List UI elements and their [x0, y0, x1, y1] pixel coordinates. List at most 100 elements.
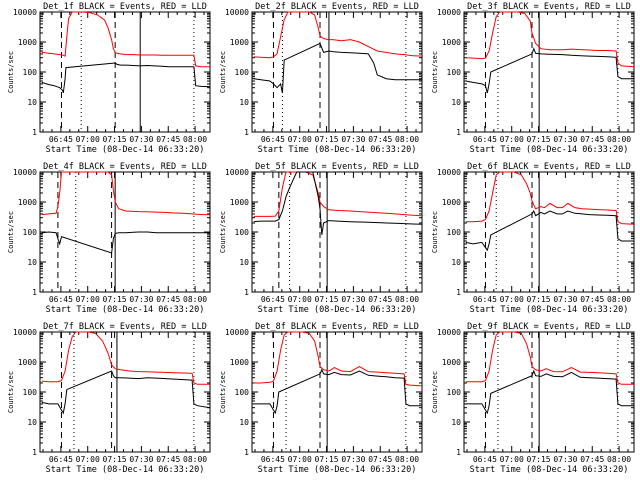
y-tick-label: 10000 — [13, 328, 37, 337]
y-tick-label: 1 — [244, 288, 249, 297]
chart-title: Det_3f BLACK = Events, RED = LLD — [467, 2, 631, 12]
y-tick-label: 10000 — [437, 8, 461, 17]
y-tick-label: 10000 — [225, 328, 249, 337]
y-axis-label: Counts/sec — [431, 371, 439, 413]
y-tick-label: 100 — [23, 228, 38, 237]
plot-frame — [463, 331, 635, 453]
x-tick-label: 07:30 — [129, 455, 153, 464]
x-tick-label: 07:45 — [580, 295, 604, 304]
y-tick-label: 1 — [32, 288, 37, 297]
y-tick-label: 100 — [235, 388, 250, 397]
x-tick-label: 06:45 — [473, 455, 497, 464]
x-axis-label: Start Time (08-Dec-14 06:33:20) — [470, 465, 629, 475]
chart-panel: Det_1f BLACK = Events, RED = LLD 1 10 100 10… — [7, 2, 211, 155]
y-tick-label: 100 — [23, 388, 38, 397]
x-tick-label: 07:15 — [315, 455, 339, 464]
series-line-lld — [465, 331, 634, 385]
series-line-events — [465, 369, 634, 415]
x-axis-label: Start Time (08-Dec-14 06:33:20) — [258, 145, 417, 155]
y-tick-label: 10 — [27, 418, 37, 427]
x-tick-label: 07:30 — [553, 135, 577, 144]
x-tick-label: 08:00 — [607, 135, 631, 144]
y-tick-label: 10 — [451, 258, 461, 267]
x-tick-label: 08:00 — [183, 295, 207, 304]
y-tick-label: 100 — [447, 68, 462, 77]
x-tick-label: 07:00 — [500, 295, 524, 304]
x-tick-label: 08:00 — [395, 135, 419, 144]
x-tick-label: 08:00 — [607, 455, 631, 464]
x-tick-label: 07:30 — [341, 455, 365, 464]
x-axis-label: Start Time (08-Dec-14 06:33:20) — [258, 465, 417, 475]
y-axis-label: Counts/sec — [431, 51, 439, 93]
x-tick-label: 06:45 — [49, 295, 73, 304]
y-tick-label: 10000 — [437, 328, 461, 337]
y-tick-label: 10000 — [225, 8, 249, 17]
x-tick-label: 07:30 — [129, 295, 153, 304]
y-axis-label: Counts/sec — [7, 51, 15, 93]
y-tick-label: 10 — [27, 98, 37, 107]
x-axis-label: Start Time (08-Dec-14 06:33:20) — [46, 305, 205, 315]
y-tick-label: 1000 — [230, 358, 249, 367]
y-tick-label: 1 — [32, 448, 37, 457]
x-tick-label: 07:45 — [156, 295, 180, 304]
chart-title: Det_4f BLACK = Events, RED = LLD — [43, 162, 207, 172]
x-tick-label: 08:00 — [607, 295, 631, 304]
x-tick-label: 07:00 — [288, 135, 312, 144]
y-tick-label: 10000 — [437, 168, 461, 177]
x-tick-label: 06:45 — [261, 455, 285, 464]
y-axis-label: Counts/sec — [431, 211, 439, 253]
y-axis-label: Counts/sec — [7, 211, 15, 253]
y-tick-label: 1000 — [442, 38, 461, 47]
chart-panel: Det_5f BLACK = Events, RED = LLD 1 10 100 10… — [219, 162, 423, 315]
x-tick-label: 07:30 — [129, 135, 153, 144]
y-tick-label: 1000 — [18, 358, 37, 367]
y-tick-label: 10 — [27, 258, 37, 267]
y-tick-label: 10 — [239, 98, 249, 107]
series-line-events — [253, 171, 423, 235]
x-tick-label: 06:45 — [261, 295, 285, 304]
x-tick-label: 07:15 — [315, 135, 339, 144]
y-tick-label: 10 — [451, 418, 461, 427]
y-axis-label: Counts/sec — [7, 371, 15, 413]
series-line-lld — [253, 11, 423, 59]
y-tick-label: 1000 — [230, 198, 249, 207]
x-tick-label: 07:00 — [288, 295, 312, 304]
y-tick-label: 1 — [456, 448, 461, 457]
x-tick-label: 07:45 — [580, 455, 604, 464]
series-line-lld — [465, 171, 635, 225]
series-line-lld — [253, 171, 423, 217]
chart-panel: Det_6f BLACK = Events, RED = LLD 1 10 100 10… — [431, 162, 635, 315]
y-axis-label: Counts/sec — [219, 51, 227, 93]
x-tick-label: 07:30 — [341, 295, 365, 304]
x-tick-label: 08:00 — [395, 455, 419, 464]
chart-title: Det_1f BLACK = Events, RED = LLD — [43, 2, 207, 12]
x-axis-label: Start Time (08-Dec-14 06:33:20) — [470, 145, 629, 155]
series-line-events — [465, 47, 634, 94]
series-line-lld — [41, 11, 210, 68]
y-tick-label: 1 — [244, 448, 249, 457]
y-tick-label: 1000 — [18, 38, 37, 47]
chart-panel: Det_4f BLACK = Events, RED = LLD 1 10 100 10… — [7, 162, 211, 315]
y-tick-label: 100 — [23, 68, 38, 77]
y-tick-label: 1 — [456, 288, 461, 297]
y-tick-label: 1 — [456, 128, 461, 137]
x-tick-label: 07:45 — [156, 455, 180, 464]
series-line-events — [41, 370, 211, 415]
series-line-lld — [465, 11, 635, 68]
y-axis-label: Counts/sec — [219, 211, 227, 253]
y-tick-label: 10000 — [225, 168, 249, 177]
chart-title: Det_7f BLACK = Events, RED = LLD — [43, 322, 207, 332]
y-tick-label: 1000 — [442, 358, 461, 367]
x-tick-label: 07:15 — [103, 295, 127, 304]
x-tick-label: 07:45 — [368, 455, 392, 464]
chart-title: Det_8f BLACK = Events, RED = LLD — [255, 322, 419, 332]
x-tick-label: 06:45 — [49, 135, 73, 144]
y-tick-label: 100 — [447, 388, 462, 397]
series-line-lld — [253, 331, 423, 387]
chart-title: Det_2f BLACK = Events, RED = LLD — [255, 2, 419, 12]
series-line-events — [253, 368, 422, 415]
x-tick-label: 07:00 — [500, 135, 524, 144]
x-tick-label: 07:15 — [527, 135, 551, 144]
x-tick-label: 07:45 — [368, 295, 392, 304]
